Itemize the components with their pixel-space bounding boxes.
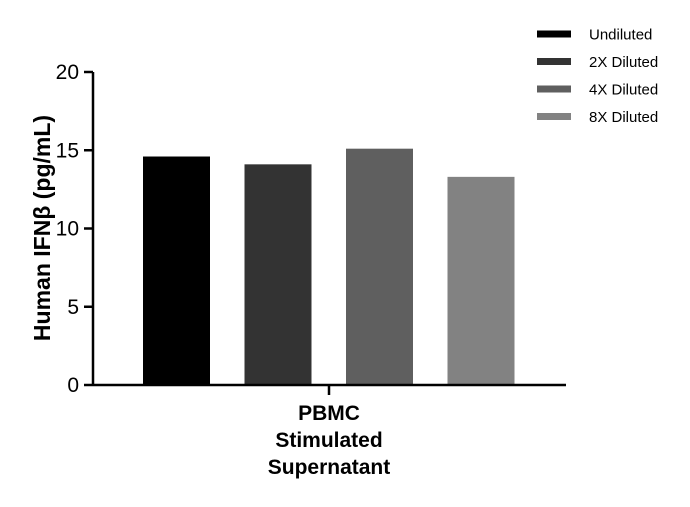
legend-swatch xyxy=(537,30,571,38)
y-tick-label: 15 xyxy=(56,139,79,162)
y-tick-label: 5 xyxy=(67,296,79,319)
x-axis xyxy=(93,383,566,395)
y-axis-label: Human IFNβ (pg/mL) xyxy=(29,115,55,341)
category-label-line: Supernatant xyxy=(268,456,391,479)
legend: Undiluted 2X Diluted 4X Diluted 8X Diluted xyxy=(537,27,658,126)
category-label-line: Stimulated xyxy=(275,429,382,452)
legend-label: Undiluted xyxy=(589,27,652,44)
bar-2x-diluted xyxy=(244,164,312,385)
y-tick-label: 20 xyxy=(56,61,79,84)
bar-8x-diluted xyxy=(447,176,515,385)
legend-label: 2X Diluted xyxy=(589,54,658,71)
legend-swatch xyxy=(537,58,571,65)
legend-label: 4X Diluted xyxy=(589,82,658,99)
bar-4x-diluted xyxy=(346,148,413,385)
legend-swatch xyxy=(537,113,571,120)
bar-undiluted xyxy=(143,156,210,385)
category-labels: PBMC Stimulated Supernatant xyxy=(268,402,391,479)
y-tick-label: 0 xyxy=(67,374,79,397)
y-axis: 0 5 10 15 20 xyxy=(56,61,95,397)
legend-swatch xyxy=(537,85,571,93)
legend-label: 8X Diluted xyxy=(589,109,658,126)
y-tick-label: 10 xyxy=(56,218,79,241)
bars xyxy=(143,148,515,385)
category-label-line: PBMC xyxy=(298,402,360,425)
